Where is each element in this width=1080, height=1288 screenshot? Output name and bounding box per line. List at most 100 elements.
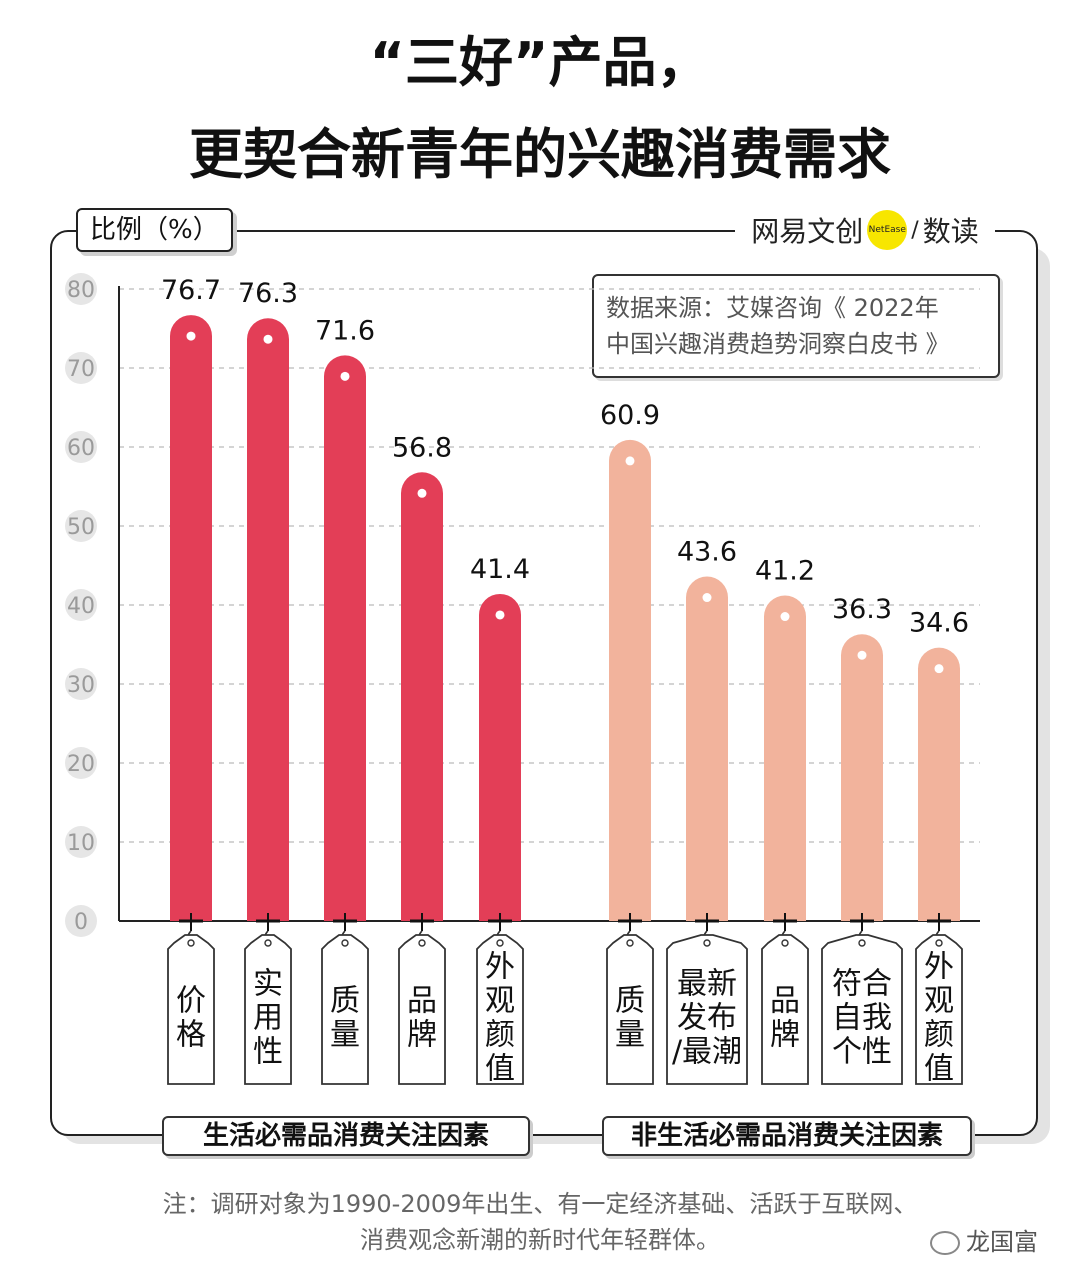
category-tag [321, 934, 369, 1085]
category-label: 值 [485, 1052, 515, 1087]
tag-hole [626, 939, 634, 947]
category-label: 量 [330, 1018, 360, 1053]
category-label: 品 [770, 984, 800, 1019]
category-label: 用 [253, 1001, 283, 1036]
category-label: /最潮 [672, 1035, 742, 1070]
category-tag [915, 934, 963, 1085]
tag-hole [781, 939, 789, 947]
bar [841, 634, 883, 921]
bar [609, 439, 651, 921]
bar [401, 472, 443, 921]
y-tick-label: 30 [67, 673, 95, 698]
brand-name: 网易文创 [751, 215, 864, 248]
data-source-box: 数据来源：艾媒咨询《 2022年 中国兴趣消费趋势洞察白皮书 》 [592, 274, 1000, 378]
brand-sub: 数读 [922, 215, 979, 248]
bar [324, 355, 366, 921]
category-tag [761, 934, 809, 1085]
bar [479, 593, 521, 921]
category-label: 颜 [924, 1018, 954, 1053]
watermark-text: 龙国富 [966, 1228, 1038, 1256]
category-label: 颜 [485, 1018, 515, 1053]
tag-hole [264, 939, 272, 947]
data-label: 56.8 [392, 432, 452, 463]
category-tag [476, 934, 524, 1085]
source-line-1: 数据来源：艾媒咨询《 2022年 [606, 294, 939, 322]
bar-top-dot [186, 331, 196, 341]
data-label: 34.6 [909, 608, 969, 639]
category-label: 性 [253, 1035, 283, 1070]
brand-logo: 网易文创 NetEase / 数读 [735, 205, 995, 255]
data-label: 60.9 [600, 400, 660, 431]
category-label: 最新 [677, 967, 737, 1002]
bar-top-dot [495, 610, 505, 620]
y-tick-label: 10 [67, 831, 95, 856]
category-label: 符合 [832, 967, 892, 1002]
y-tick-bg [65, 668, 97, 700]
bar-top-dot [780, 612, 790, 622]
category-tag [244, 934, 292, 1085]
y-tick-bg [65, 431, 97, 463]
bar-top-dot [340, 371, 350, 381]
category-label: 品 [407, 984, 437, 1019]
category-label: 外 [485, 950, 515, 985]
y-tick-label: 80 [67, 278, 95, 303]
tag-hole [858, 939, 866, 947]
tag-hole [418, 939, 426, 947]
category-label: 牌 [770, 1018, 800, 1053]
wechat-icon [930, 1231, 960, 1255]
category-label: 外 [924, 950, 954, 985]
bar [247, 318, 289, 922]
brand-logo-dot: NetEase [867, 210, 908, 250]
y-tick-bg [65, 826, 97, 858]
y-tick-label: 0 [74, 910, 88, 935]
chart-title-line1: “三好”产品， [369, 31, 711, 94]
chart-title-line2: 更契合新青年的兴趣消费需求 [189, 123, 891, 186]
bar-top-dot [702, 593, 712, 603]
bar [764, 595, 806, 921]
brand-slash: / [911, 217, 919, 243]
tag-hole [496, 939, 504, 947]
footnote-line-2: 消费观念新潮的新时代年轻群体。 [360, 1226, 720, 1254]
category-label: 自我 [832, 1001, 892, 1036]
bar-top-dot [625, 456, 635, 466]
y-tick-bg [65, 510, 97, 542]
tag-hole [341, 939, 349, 947]
category-tag [398, 934, 446, 1085]
category-label: 值 [924, 1052, 954, 1087]
bar-top-dot [857, 650, 867, 660]
data-label: 76.3 [238, 278, 298, 309]
data-label: 43.6 [677, 537, 737, 568]
data-label: 76.7 [161, 275, 221, 306]
y-tick-bg [65, 905, 97, 937]
bar [918, 647, 960, 921]
tag-hole [703, 939, 711, 947]
data-label: 71.6 [315, 315, 375, 346]
y-tick-label: 50 [67, 515, 95, 540]
category-label: 发布 [677, 1001, 737, 1036]
bar-top-dot [934, 664, 944, 674]
category-label: 实 [253, 967, 283, 1002]
data-label: 41.2 [755, 556, 815, 587]
footnote-line-1: 注：调研对象为1990-2009年出生、有一定经济基础、活跃于互联网、 [162, 1190, 918, 1218]
watermark: 龙国富 [930, 1222, 1038, 1257]
tag-hole [935, 939, 943, 947]
category-label: 观 [924, 984, 954, 1019]
group-label-nonessential: 非生活必需品消费关注因素 [602, 1116, 972, 1156]
y-axis-unit-label: 比例（%） [76, 208, 233, 252]
data-label: 36.3 [832, 594, 892, 625]
y-tick-bg [65, 589, 97, 621]
y-tick-label: 40 [67, 594, 95, 619]
category-label: 观 [485, 984, 515, 1019]
y-tick-label: 20 [67, 752, 95, 777]
group-label-essential: 生活必需品消费关注因素 [162, 1116, 530, 1156]
y-tick-bg [65, 273, 97, 305]
bar-top-dot [263, 334, 273, 344]
y-tick-bg [65, 352, 97, 384]
data-label: 41.4 [470, 554, 530, 585]
bar [686, 576, 728, 921]
y-tick-bg [65, 747, 97, 779]
y-tick-label: 60 [67, 436, 95, 461]
category-label: 牌 [407, 1018, 437, 1053]
category-label: 价 [176, 984, 206, 1019]
